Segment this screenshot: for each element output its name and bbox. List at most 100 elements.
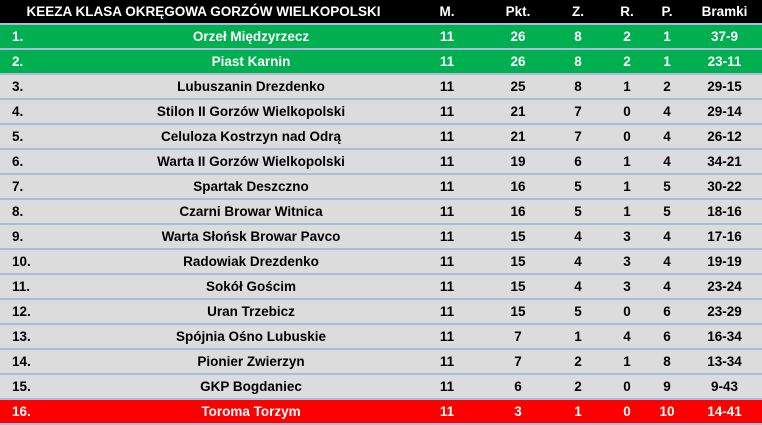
wins-cell: 2 (549, 374, 607, 400)
matches-cell: 11 (407, 249, 487, 275)
matches-cell: 11 (407, 124, 487, 150)
losses-cell: 4 (647, 274, 687, 300)
table-row: 14. Pionier Zwierzyn 11 7 2 1 8 13-34 (0, 349, 762, 375)
goals-cell: 23-29 (687, 299, 762, 325)
points-cell: 25 (487, 74, 549, 100)
matches-cell: 11 (407, 324, 487, 350)
wins-cell: 4 (549, 274, 607, 300)
draws-cell: 2 (607, 24, 647, 50)
header-matches: M. (407, 0, 487, 25)
losses-cell: 9 (647, 374, 687, 400)
draws-cell: 1 (607, 174, 647, 200)
team-name-cell: GKP Bogdaniec (95, 374, 407, 400)
draws-cell: 0 (607, 374, 647, 400)
draws-cell: 0 (607, 99, 647, 125)
header-draws: R. (607, 0, 647, 25)
position-cell: 10. (0, 249, 95, 275)
goals-cell: 14-41 (687, 399, 762, 425)
goals-cell: 13-34 (687, 349, 762, 375)
goals-cell: 23-11 (687, 49, 762, 75)
draws-cell: 1 (607, 149, 647, 175)
header-goals: Bramki (687, 0, 762, 25)
points-cell: 26 (487, 49, 549, 75)
goals-cell: 26-12 (687, 124, 762, 150)
team-name-cell: Radowiak Drezdenko (95, 249, 407, 275)
points-cell: 15 (487, 274, 549, 300)
position-cell: 6. (0, 149, 95, 175)
team-name-cell: Spartak Deszczno (95, 174, 407, 200)
points-cell: 19 (487, 149, 549, 175)
points-cell: 15 (487, 249, 549, 275)
draws-cell: 3 (607, 249, 647, 275)
team-name-cell: Sokół Gościm (95, 274, 407, 300)
table-title: KEEZA KLASA OKRĘGOWA GORZÓW WIELKOPOLSKI (0, 0, 407, 25)
losses-cell: 10 (647, 399, 687, 425)
losses-cell: 5 (647, 199, 687, 225)
goals-cell: 18-16 (687, 199, 762, 225)
table-row: 7. Spartak Deszczno 11 16 5 1 5 30-22 (0, 174, 762, 200)
goals-cell: 34-21 (687, 149, 762, 175)
losses-cell: 4 (647, 149, 687, 175)
goals-cell: 19-19 (687, 249, 762, 275)
losses-cell: 6 (647, 299, 687, 325)
team-name-cell: Uran Trzebicz (95, 299, 407, 325)
position-cell: 11. (0, 274, 95, 300)
position-cell: 3. (0, 74, 95, 100)
goals-cell: 37-9 (687, 24, 762, 50)
table-row: 6. Warta II Gorzów Wielkopolski 11 19 6 1 4 34-… (0, 149, 762, 175)
draws-cell: 3 (607, 224, 647, 250)
position-cell: 13. (0, 324, 95, 350)
points-cell: 15 (487, 299, 549, 325)
header-row: KEEZA KLASA OKRĘGOWA GORZÓW WIELKOPOLSKI… (0, 0, 762, 25)
draws-cell: 1 (607, 349, 647, 375)
matches-cell: 11 (407, 49, 487, 75)
header-losses: P. (647, 0, 687, 25)
position-cell: 5. (0, 124, 95, 150)
goals-cell: 23-24 (687, 274, 762, 300)
table-row: 2. Piast Karnin 11 26 8 2 1 23-11 (0, 49, 762, 75)
team-name-cell: Orzeł Międzyrzecz (95, 24, 407, 50)
matches-cell: 11 (407, 174, 487, 200)
losses-cell: 1 (647, 49, 687, 75)
position-cell: 8. (0, 199, 95, 225)
table-row: 8. Czarni Browar Witnica 11 16 5 1 5 18-16 (0, 199, 762, 225)
team-name-cell: Stilon II Gorzów Wielkopolski (95, 99, 407, 125)
wins-cell: 7 (549, 124, 607, 150)
table-row: 5. Celuloza Kostrzyn nad Odrą 11 21 7 0 4 26-12 (0, 124, 762, 150)
team-name-cell: Piast Karnin (95, 49, 407, 75)
points-cell: 15 (487, 224, 549, 250)
position-cell: 2. (0, 49, 95, 75)
wins-cell: 1 (549, 324, 607, 350)
position-cell: 4. (0, 99, 95, 125)
points-cell: 21 (487, 124, 549, 150)
goals-cell: 29-14 (687, 99, 762, 125)
team-name-cell: Lubuszanin Drezdenko (95, 74, 407, 100)
position-cell: 7. (0, 174, 95, 200)
wins-cell: 8 (549, 74, 607, 100)
position-cell: 1. (0, 24, 95, 50)
wins-cell: 8 (549, 24, 607, 50)
matches-cell: 11 (407, 24, 487, 50)
position-cell: 12. (0, 299, 95, 325)
matches-cell: 11 (407, 224, 487, 250)
matches-cell: 11 (407, 99, 487, 125)
wins-cell: 5 (549, 199, 607, 225)
table-row: 11. Sokół Gościm 11 15 4 3 4 23-24 (0, 274, 762, 300)
team-name-cell: Spójnia Ośno Lubuskie (95, 324, 407, 350)
team-name-cell: Warta Słońsk Browar Pavco (95, 224, 407, 250)
table-row: 1. Orzeł Międzyrzecz 11 26 8 2 1 37-9 (0, 24, 762, 50)
losses-cell: 4 (647, 99, 687, 125)
points-cell: 3 (487, 399, 549, 425)
draws-cell: 4 (607, 324, 647, 350)
matches-cell: 11 (407, 274, 487, 300)
losses-cell: 4 (647, 224, 687, 250)
table-row: 13. Spójnia Ośno Lubuskie 11 7 1 4 6 16-34 (0, 324, 762, 350)
losses-cell: 4 (647, 249, 687, 275)
table-row: 9. Warta Słońsk Browar Pavco 11 15 4 3 4 17-16 (0, 224, 762, 250)
points-cell: 7 (487, 324, 549, 350)
position-cell: 16. (0, 399, 95, 425)
draws-cell: 1 (607, 199, 647, 225)
losses-cell: 2 (647, 74, 687, 100)
goals-cell: 17-16 (687, 224, 762, 250)
